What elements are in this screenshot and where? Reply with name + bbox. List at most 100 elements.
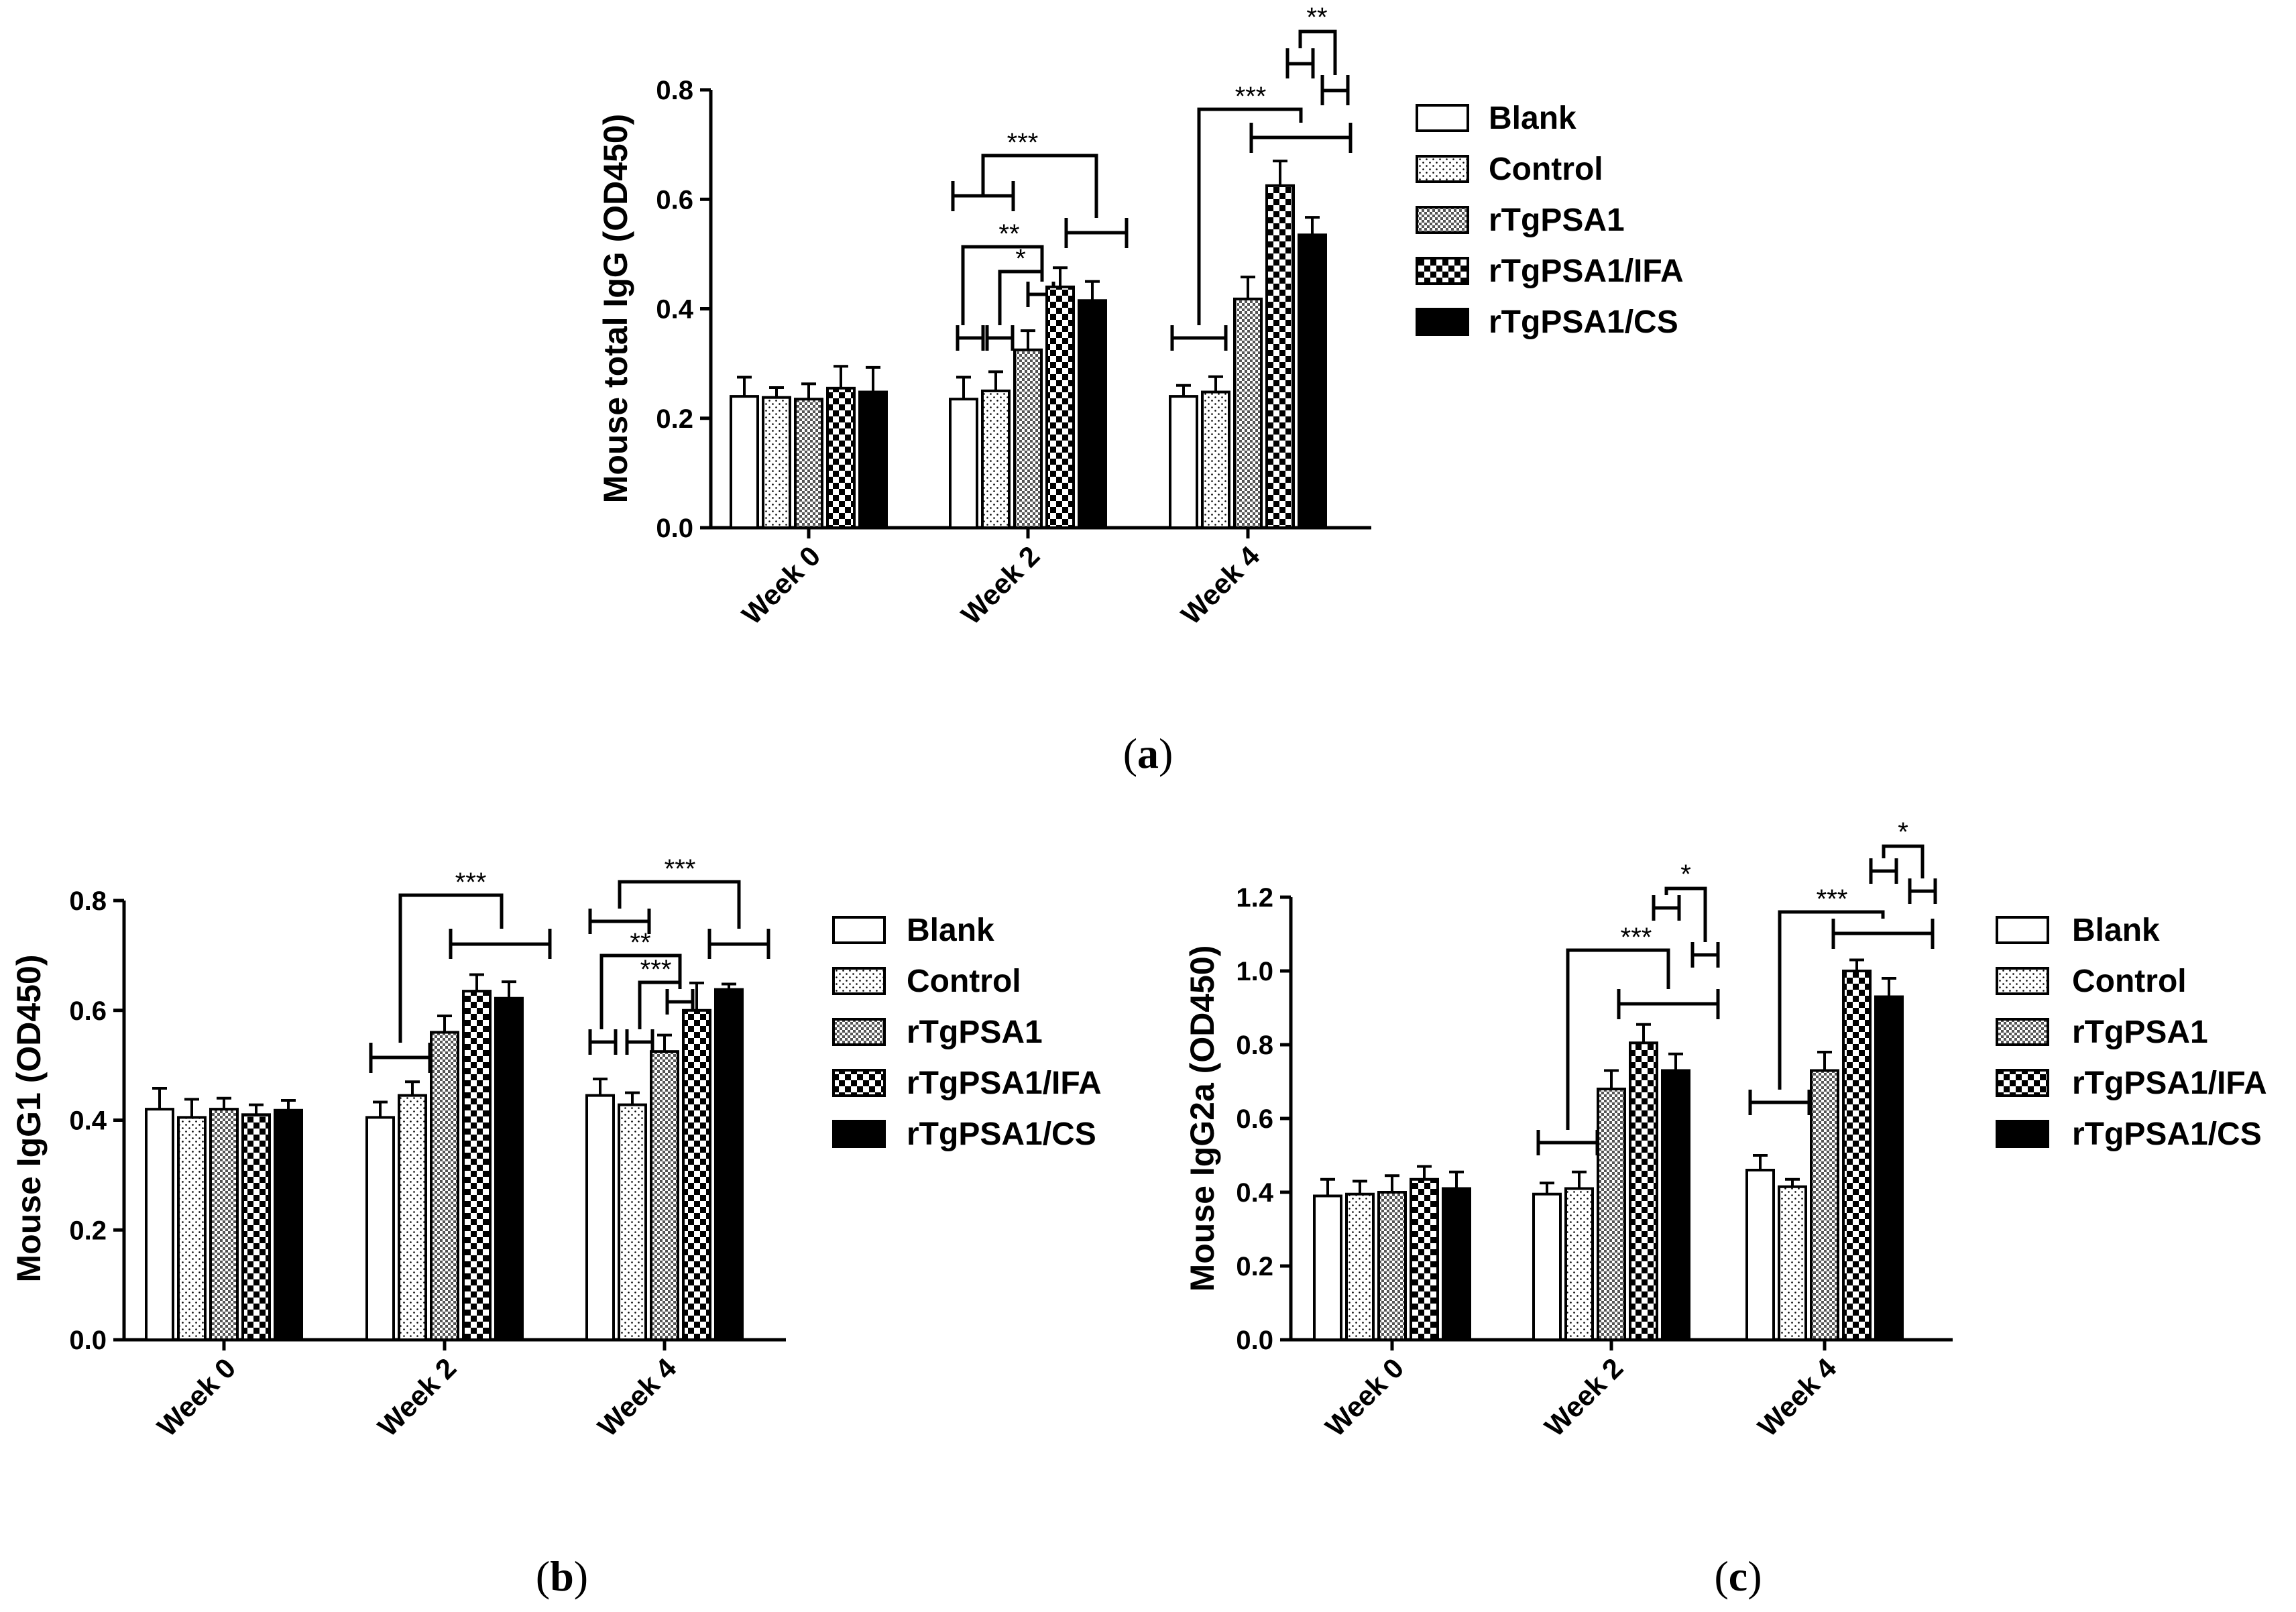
y-tick-label: 1.2 xyxy=(1236,883,1273,913)
legend-a: Blank Control rTgPSA1 rTgPSA1/IFA rTgPSA… xyxy=(1416,101,1684,340)
legend-swatch-rtgpsa1-ifa xyxy=(1416,257,1469,285)
bar-rtgpsa1-ifa xyxy=(462,990,492,1341)
legend-item: rTgPSA1 xyxy=(1996,1015,2208,1050)
bar-rtgpsa1 xyxy=(209,1108,239,1341)
bar-blank xyxy=(585,1094,615,1341)
legend-swatch-blank xyxy=(1996,916,2049,944)
y-tick-label: 0.0 xyxy=(69,1326,107,1355)
significance-label: *** xyxy=(455,868,487,897)
bar-rtgpsa1 xyxy=(1013,348,1043,529)
significance-label: ** xyxy=(1306,3,1327,32)
chart-panel-b: 0.0 0.2 0.4 0.6 0.8 Mouse IgG1 (OD450) Week 0 W… xyxy=(10,854,786,1442)
bar-control xyxy=(1201,390,1230,529)
bar-blank xyxy=(1745,1169,1775,1341)
x-tick-label: Week 2 xyxy=(371,1352,462,1442)
legend-item: Control xyxy=(1416,152,1603,187)
bar-rtgpsa1-cs xyxy=(1078,299,1107,529)
legend-label: rTgPSA1/CS xyxy=(1489,304,1678,340)
legend-item: Blank xyxy=(1416,101,1576,136)
bar-rtgpsa1 xyxy=(794,398,823,530)
bar-rtgpsa1-cs xyxy=(1298,233,1327,529)
legend-label: Blank xyxy=(2072,913,2160,948)
legend-item: rTgPSA1/IFA xyxy=(1996,1066,2267,1101)
bar-blank xyxy=(1169,395,1198,529)
y-tick-label: 0.4 xyxy=(656,295,693,325)
bar-rtgpsa1-ifa xyxy=(1410,1177,1439,1341)
y-tick-label: 0.8 xyxy=(1236,1031,1273,1060)
bar-control xyxy=(1345,1192,1375,1341)
x-tick-label: Week 4 xyxy=(1752,1352,1843,1443)
y-axis-label: Mouse IgG2a (OD450) xyxy=(1184,945,1221,1292)
y-tick-label: 0.2 xyxy=(69,1216,107,1245)
x-tick-label: Week 2 xyxy=(1538,1352,1629,1442)
caption-c: (c) xyxy=(1714,1552,1762,1600)
bar-rtgpsa1-ifa xyxy=(682,1009,711,1341)
significance-label: * xyxy=(1898,817,1908,847)
bar-rtgpsa1-ifa xyxy=(1842,970,1872,1341)
bar-rtgpsa1-cs xyxy=(494,996,524,1342)
significance-label: *** xyxy=(1817,884,1848,914)
bar-rtgpsa1-cs xyxy=(858,390,888,529)
bar-blank xyxy=(145,1108,174,1341)
legend-label: rTgPSA1/CS xyxy=(907,1116,1096,1152)
y-tick-label: 0.8 xyxy=(69,886,107,916)
significance-label: * xyxy=(1015,244,1026,274)
legend-item: rTgPSA1/CS xyxy=(1416,304,1678,340)
bar-rtgpsa1-ifa xyxy=(826,386,856,530)
bar-rtgpsa1-cs xyxy=(714,988,744,1341)
bar-blank xyxy=(1532,1192,1562,1341)
bar-control xyxy=(1778,1185,1807,1341)
legend-swatch-control xyxy=(1416,155,1469,183)
legend-swatch-control xyxy=(1996,967,2049,995)
legend-label: Control xyxy=(1489,152,1603,187)
y-axis-label: Mouse total IgG (OD450) xyxy=(597,114,634,504)
legend-label: Blank xyxy=(1489,101,1576,136)
caption-a: (a) xyxy=(1123,730,1173,777)
significance-label: *** xyxy=(1007,128,1039,158)
y-tick-label: 0.4 xyxy=(1236,1178,1273,1208)
x-tick-label: Week 4 xyxy=(591,1352,683,1443)
legend-label: rTgPSA1/IFA xyxy=(1489,253,1684,289)
significance-brackets-a xyxy=(951,30,1353,351)
legend-label: Control xyxy=(907,964,1021,999)
legend-swatch-rtgpsa1-cs xyxy=(1416,308,1469,336)
y-tick-label: 0.2 xyxy=(1236,1252,1273,1281)
legend-item: Control xyxy=(1996,964,2187,999)
bar-blank xyxy=(949,398,978,530)
legend-label: Blank xyxy=(907,913,994,948)
bar-control xyxy=(398,1094,427,1341)
caption-b: (b) xyxy=(536,1552,588,1600)
legend-label: rTgPSA1/IFA xyxy=(907,1066,1102,1101)
legend-swatch-rtgpsa1-cs xyxy=(1996,1120,2049,1148)
significance-label: *** xyxy=(1621,923,1652,952)
bar-control xyxy=(762,396,791,529)
x-tick-label: Week 0 xyxy=(1319,1352,1410,1442)
x-tick-label: Week 0 xyxy=(151,1352,241,1442)
legend-c: Blank Control rTgPSA1 rTgPSA1/IFA rTgPSA… xyxy=(1996,913,2267,1152)
legend-swatch-rtgpsa1-ifa xyxy=(1996,1069,2049,1097)
significance-label: *** xyxy=(1235,82,1267,111)
bar-rtgpsa1-ifa xyxy=(1629,1041,1658,1341)
legend-item: rTgPSA1/IFA xyxy=(1416,253,1684,289)
y-tick-label: 0.6 xyxy=(656,185,693,215)
legend-item: rTgPSA1 xyxy=(832,1015,1043,1050)
bar-rtgpsa1-cs xyxy=(274,1108,303,1341)
y-tick-label: 0.6 xyxy=(69,996,107,1026)
legend-swatch-blank xyxy=(1416,104,1469,132)
y-tick-label: 0.6 xyxy=(1236,1104,1273,1134)
bar-control xyxy=(177,1116,207,1341)
legend-item: rTgPSA1 xyxy=(1416,203,1625,238)
bar-rtgpsa1 xyxy=(430,1031,459,1341)
significance-label: * xyxy=(1680,860,1691,889)
bar-rtgpsa1 xyxy=(1233,297,1263,529)
bar-rtgpsa1 xyxy=(1377,1191,1407,1341)
x-tick-label: Week 0 xyxy=(736,540,826,630)
bar-blank xyxy=(1313,1194,1342,1341)
bar-rtgpsa1-ifa xyxy=(1045,285,1075,529)
legend-label: rTgPSA1 xyxy=(2072,1015,2208,1050)
legend-label: rTgPSA1/IFA xyxy=(2072,1066,2267,1101)
bar-rtgpsa1 xyxy=(650,1050,679,1341)
bar-rtgpsa1-ifa xyxy=(1265,184,1295,529)
bar-rtgpsa1-cs xyxy=(1874,995,1904,1341)
legend-swatch-control xyxy=(832,967,886,995)
